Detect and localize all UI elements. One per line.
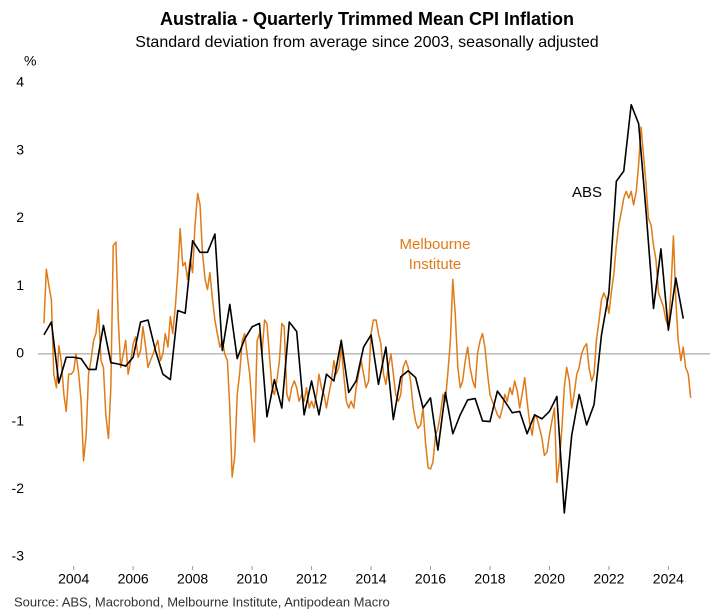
y-tick-label: 4 xyxy=(16,74,24,90)
x-tick-label: 2012 xyxy=(296,571,327,587)
y-tick-label: 0 xyxy=(16,345,24,361)
series-label: ABS xyxy=(571,184,602,201)
y-tick-label: 2 xyxy=(16,209,24,225)
x-tick-label: 2018 xyxy=(474,571,505,587)
source-note: Source: ABS, Macrobond, Melbourne Instit… xyxy=(14,594,390,609)
chart-title: Australia - Quarterly Trimmed Mean CPI I… xyxy=(160,9,574,29)
x-tick-label: 2016 xyxy=(415,571,446,587)
y-axis-label: % xyxy=(24,53,36,69)
series-label: Melbourne Institute xyxy=(399,236,471,273)
y-tick-label: -1 xyxy=(12,412,25,428)
x-tick-label: 2006 xyxy=(118,571,149,587)
x-tick-label: 2010 xyxy=(237,571,268,587)
series-line xyxy=(43,126,692,484)
x-tick-label: 2004 xyxy=(58,571,89,587)
x-tick-label: 2020 xyxy=(534,571,565,587)
x-tick-label: 2024 xyxy=(653,571,684,587)
y-tick-label: -3 xyxy=(12,548,25,564)
y-tick-label: -2 xyxy=(12,480,25,496)
x-tick-label: 2014 xyxy=(355,571,386,587)
y-tick-label: 1 xyxy=(16,277,24,293)
series-line xyxy=(43,103,685,514)
y-tick-label: 3 xyxy=(16,141,24,157)
x-tick-label: 2008 xyxy=(177,571,208,587)
x-tick-label: 2022 xyxy=(593,571,624,587)
chart-subtitle: Standard deviation from average since 20… xyxy=(135,34,598,51)
